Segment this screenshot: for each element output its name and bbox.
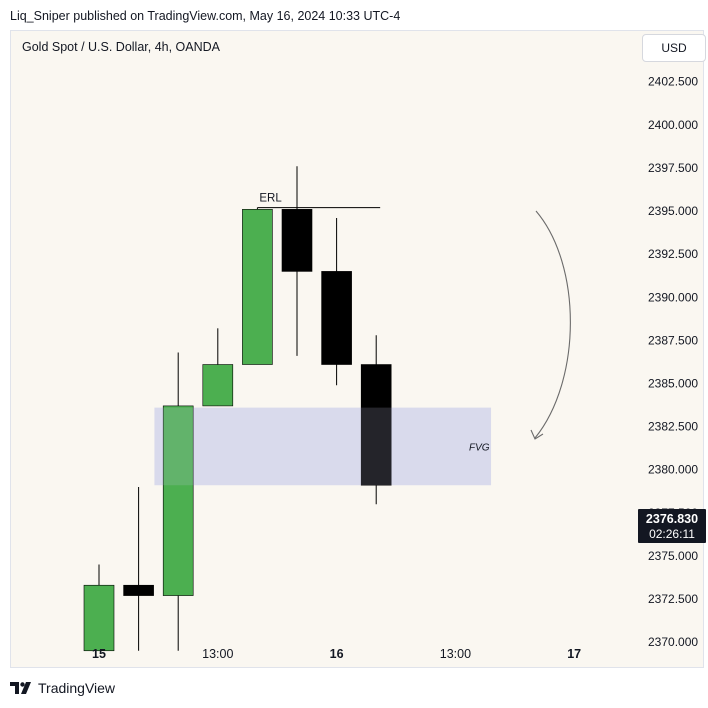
bearish-candle[interactable] [123, 584, 154, 596]
erl-label: ERL [259, 193, 282, 205]
fvg-zone-overlay [154, 407, 492, 486]
y-tick-label: 2402.500 [648, 75, 698, 89]
bullish-candle[interactable] [83, 584, 115, 652]
y-tick-label: 2387.500 [648, 333, 698, 347]
bearish-candle[interactable] [281, 209, 313, 272]
y-tick-label: 2382.500 [648, 420, 698, 434]
y-tick-label: 2385.000 [648, 376, 698, 390]
bearish-candle[interactable] [321, 271, 352, 365]
y-tick-label: 2395.000 [648, 204, 698, 218]
fvg-label: FVG [469, 442, 490, 453]
current-price-tag [638, 509, 706, 543]
bullish-candle[interactable] [202, 364, 234, 407]
x-tick-label: 13:00 [440, 647, 471, 661]
x-tick-label: 15 [92, 647, 106, 661]
y-tick-label: 2390.000 [648, 290, 698, 304]
x-tick-label: 13:00 [202, 647, 233, 661]
bullish-candle[interactable] [162, 405, 194, 596]
y-tick-label: 2375.000 [648, 549, 698, 563]
bullish-candle[interactable] [242, 209, 273, 365]
symbol-label: Gold Spot / U.S. Dollar, 4h, OANDA [22, 40, 220, 54]
y-tick-label: 2392.500 [648, 247, 698, 261]
x-tick-label: 17 [567, 647, 581, 661]
y-tick-label: 2372.500 [648, 592, 698, 606]
y-tick-label: 2400.000 [648, 118, 698, 132]
arc-arrow [534, 210, 571, 439]
current-price: 2376.830 [646, 512, 698, 526]
fvg-zone [154, 407, 492, 486]
y-tick-label: 2397.500 [648, 161, 698, 175]
y-tick-label: 2370.000 [648, 635, 698, 649]
footer-brand-label: TradingView [38, 680, 116, 696]
bar-countdown: 02:26:11 [649, 527, 695, 541]
chart-frame [10, 30, 704, 668]
tradingview-logo-icon [10, 682, 31, 694]
x-tick-label: 16 [330, 647, 344, 661]
bearish-candle[interactable] [360, 364, 392, 486]
arc-arrow-head [530, 429, 544, 440]
y-tick-label: 2380.000 [648, 463, 698, 477]
publisher-header: Liq_Sniper published on TradingView.com,… [10, 9, 401, 23]
footer-brand: TradingView [10, 680, 115, 696]
currency-button[interactable]: USD [642, 34, 706, 62]
